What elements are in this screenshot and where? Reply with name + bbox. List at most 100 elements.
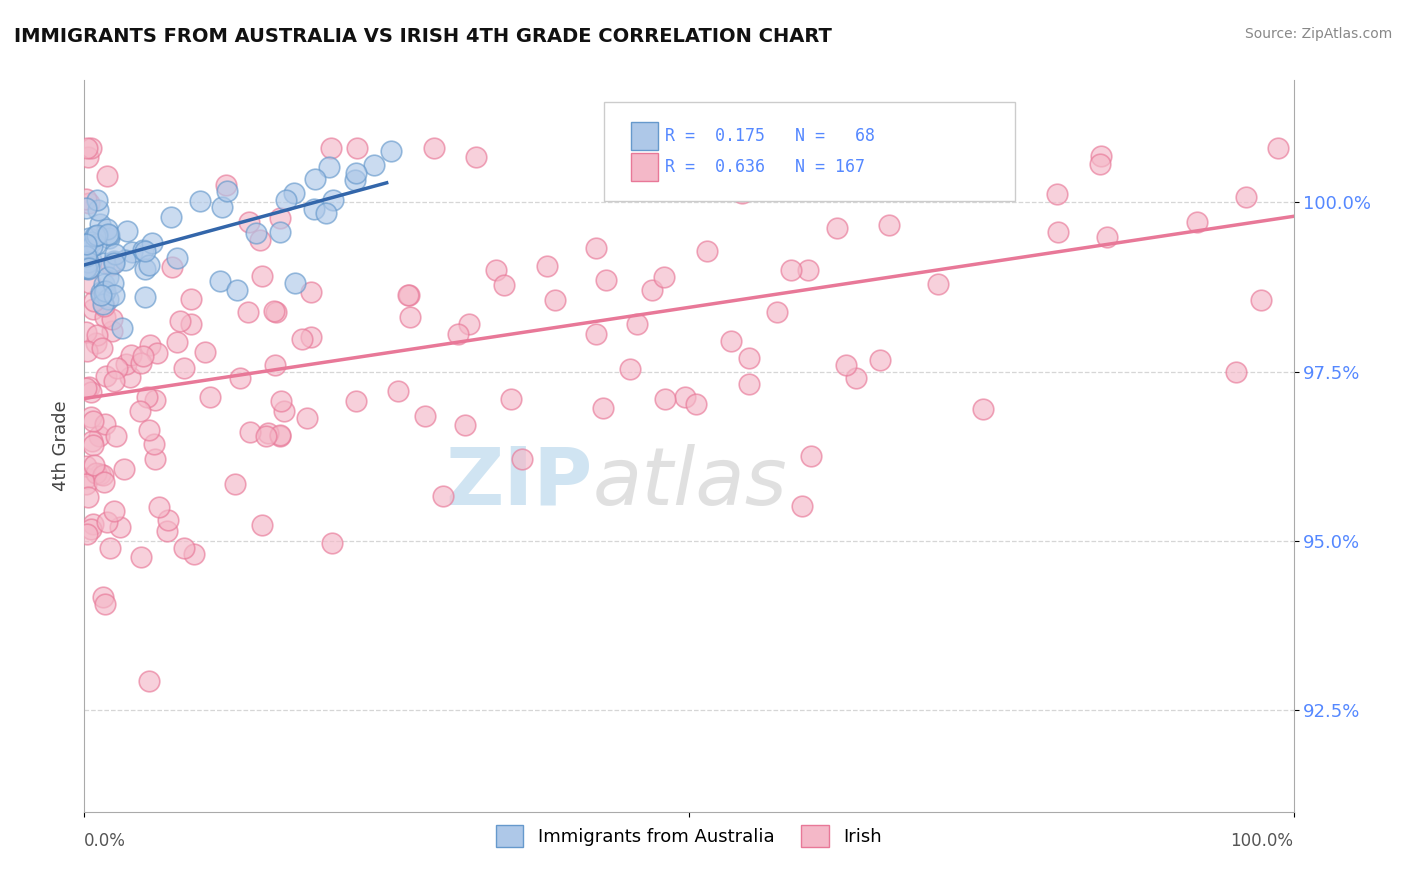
- Point: [103, 504, 125, 518]
- Point: [188, 194, 211, 209]
- Point: [198, 390, 221, 404]
- Point: [94, 417, 117, 431]
- Point: [100, 324, 122, 338]
- Point: [1250, 293, 1272, 308]
- Point: [173, 361, 195, 376]
- Point: [652, 270, 675, 285]
- Point: [485, 262, 508, 277]
- Point: [194, 345, 217, 359]
- Point: [139, 338, 162, 352]
- Point: [380, 144, 402, 158]
- Point: [457, 317, 479, 331]
- Point: [160, 260, 183, 275]
- Point: [686, 163, 709, 178]
- Point: [84, 336, 107, 351]
- Point: [75, 201, 97, 215]
- Point: [284, 277, 307, 291]
- Point: [215, 185, 238, 199]
- Point: [131, 549, 153, 564]
- Point: [169, 314, 191, 328]
- Point: [183, 547, 205, 561]
- Point: [297, 411, 319, 425]
- Point: [118, 370, 141, 384]
- Point: [115, 224, 138, 238]
- Point: [269, 225, 291, 239]
- Point: [290, 332, 312, 346]
- Point: [825, 221, 848, 235]
- Point: [89, 467, 111, 481]
- Point: [94, 284, 117, 298]
- Point: [141, 235, 163, 250]
- Point: [93, 285, 115, 300]
- Point: [77, 196, 100, 211]
- Point: [111, 320, 134, 334]
- Point: [245, 226, 267, 240]
- Point: [138, 423, 160, 437]
- Point: [238, 215, 260, 229]
- Point: [166, 335, 188, 350]
- Point: [104, 429, 127, 443]
- Point: [765, 305, 787, 319]
- Point: [673, 390, 696, 404]
- Point: [87, 428, 110, 442]
- Point: [90, 285, 112, 300]
- Text: 100.0%: 100.0%: [1230, 832, 1294, 850]
- Point: [299, 285, 322, 299]
- Point: [83, 458, 105, 472]
- Point: [134, 262, 156, 277]
- Point: [180, 317, 202, 331]
- Text: R =  0.175   N =   68: R = 0.175 N = 68: [665, 127, 875, 145]
- Point: [166, 251, 188, 265]
- Point: [321, 536, 343, 550]
- Point: [315, 206, 337, 220]
- Point: [86, 227, 108, 242]
- Point: [319, 141, 342, 155]
- Point: [399, 310, 422, 324]
- Point: [685, 397, 707, 411]
- Point: [273, 404, 295, 418]
- Point: [75, 260, 97, 275]
- Point: [236, 305, 259, 319]
- Point: [101, 312, 124, 326]
- Point: [501, 392, 523, 406]
- Point: [87, 202, 110, 217]
- Point: [114, 357, 136, 371]
- Point: [96, 169, 118, 184]
- Point: [77, 256, 100, 270]
- Point: [264, 305, 287, 319]
- Point: [100, 258, 122, 272]
- Point: [98, 231, 121, 245]
- Point: [1090, 157, 1112, 171]
- Point: [120, 348, 142, 362]
- Point: [398, 287, 420, 301]
- Point: [592, 401, 614, 416]
- Point: [269, 428, 291, 442]
- Point: [173, 541, 195, 555]
- Point: [103, 288, 125, 302]
- Point: [269, 211, 291, 226]
- Point: [972, 401, 994, 416]
- Point: [86, 467, 108, 481]
- Point: [927, 277, 949, 291]
- Point: [77, 231, 100, 245]
- Point: [75, 260, 97, 275]
- Point: [134, 244, 156, 258]
- Point: [91, 342, 114, 356]
- Point: [1187, 215, 1209, 229]
- Point: [1097, 230, 1119, 244]
- Point: [229, 371, 252, 385]
- Point: [299, 329, 322, 343]
- Point: [138, 674, 160, 689]
- Point: [94, 310, 117, 325]
- Point: [269, 428, 291, 442]
- Point: [264, 358, 287, 372]
- Point: [263, 303, 285, 318]
- Point: [790, 499, 813, 513]
- Point: [432, 489, 454, 503]
- Point: [94, 597, 117, 611]
- Point: [731, 186, 754, 200]
- Point: [1046, 226, 1069, 240]
- Text: atlas: atlas: [592, 443, 787, 522]
- Point: [80, 253, 103, 268]
- Point: [849, 141, 872, 155]
